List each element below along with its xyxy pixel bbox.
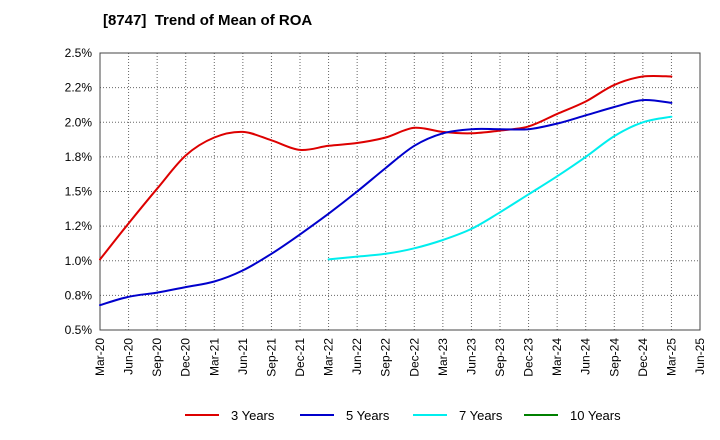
y-tick-label: 1.0% [65,254,93,268]
x-tick-label: Mar-24 [550,338,564,376]
x-tick-label: Mar-23 [436,338,450,376]
x-tick-label: Jun-25 [693,338,707,375]
legend-swatch [413,414,447,416]
legend-item-10-years: 10 Years [524,406,621,424]
legend-swatch [185,414,219,416]
x-tick-label: Sep-24 [607,338,621,377]
series-line-5-years [99,98,673,307]
legend-item-5-years: 5 Years [300,406,389,424]
legend-label: 5 Years [346,407,390,423]
plot-frame [99,52,701,331]
x-tick-label: Jun-20 [122,338,136,375]
legend-swatch [524,414,558,416]
series-line-7-years [327,115,673,261]
y-tick-label: 1.2% [65,219,93,233]
x-tick-label: Dec-22 [407,338,421,377]
legend-item-7-years: 7 Years [413,406,502,424]
x-tick-label: Dec-24 [636,338,650,377]
x-tick-label: Jun-22 [350,338,364,375]
y-tick-label: 2.2% [65,81,93,95]
x-tick-label: Mar-20 [93,338,107,376]
x-tick-label: Sep-23 [493,338,507,377]
y-tick-label: 2.0% [65,115,93,129]
x-tick-label: Jun-24 [579,338,593,375]
x-tick-label: Dec-23 [522,338,536,377]
x-tick-label: Jun-23 [464,338,478,375]
y-tick-label: 0.8% [65,288,93,302]
y-tick-label: 0.5% [65,323,93,337]
legend-label: 3 Years [231,407,275,423]
legend-label: 7 Years [459,407,503,423]
x-tick-label: Mar-25 [664,338,678,376]
legend-swatch [300,414,334,416]
y-tick-label: 1.5% [65,185,93,199]
x-tick-label: Sep-21 [264,338,278,377]
x-tick-label: Dec-20 [179,338,193,377]
x-tick-label: Mar-21 [207,338,221,376]
x-tick-label: Mar-22 [322,338,336,376]
y-tick-label: 2.5% [65,46,93,60]
x-tick-label: Sep-20 [150,338,164,377]
legend-item-3-years: 3 Years [185,406,274,424]
legend: 3 Years 5 Years 7 Years 10 Years [0,406,720,424]
chart-title: [8747] Trend of Mean of ROA [103,12,313,29]
x-tick-label: Dec-21 [293,338,307,377]
series-line-3-years [99,74,673,261]
x-tick-label: Jun-21 [236,338,250,375]
y-tick-label: 1.8% [65,150,93,164]
legend-label: 10 Years [570,407,621,423]
x-tick-label: Sep-22 [379,338,393,377]
